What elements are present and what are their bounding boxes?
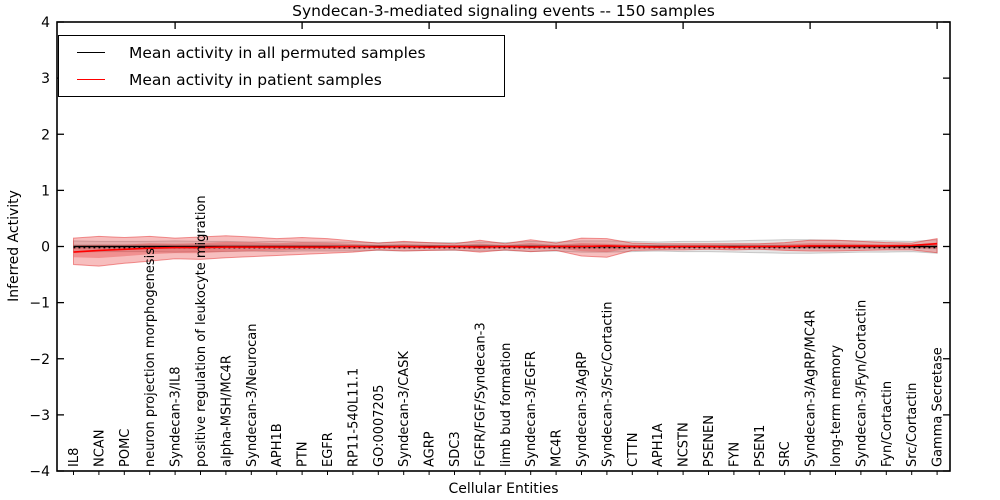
legend-item-permuted: Mean activity in all permuted samples [59,40,504,66]
y-tick-label: −1 [29,296,50,312]
category-label: POMC [118,429,133,467]
category-label: NCAN [92,430,107,467]
category-label: APH1B [270,423,285,467]
category-label: CTTN [626,433,641,467]
category-label: FGFR/FGF/Syndecan-3 [473,322,488,467]
category-label: Syndecan-3/AgRP [575,352,590,467]
category-label: Fyn/Cortactin [880,381,895,467]
y-tick-label: 1 [41,183,50,199]
y-tick-label: −2 [29,352,50,368]
category-label: neuron projection morphogenesis [143,248,158,467]
legend-item-patient: Mean activity in patient samples [59,67,504,93]
category-label: SDC3 [448,431,463,467]
y-tick-label: −3 [29,408,50,424]
category-label: MC4R [550,429,565,467]
y-tick-label: 3 [41,71,50,87]
y-tick-label: 2 [41,127,50,143]
legend-label-patient: Mean activity in patient samples [129,70,382,89]
category-label: PTN [296,441,311,467]
category-label: PSENEN [702,415,717,467]
category-label: Src/Cortactin [905,383,920,467]
category-label: Syndecan-3/Neurocan [245,324,260,467]
y-tick-label: −4 [29,464,50,480]
patient-sample-activity-spread-outer-band [73,235,938,267]
series-line-1 [73,242,938,253]
legend: Mean activity in all permuted samples Me… [58,35,505,97]
legend-label-permuted: Mean activity in all permuted samples [129,43,426,62]
category-label: limb bud formation [499,343,514,467]
category-label: positive regulation of leukocyte migrati… [194,195,209,467]
chart-title: Syndecan-3-mediated signaling events -- … [292,2,715,20]
category-label: PSEN1 [753,425,768,467]
category-label: AGRP [423,431,438,467]
category-label: FYN [727,442,742,467]
y-tick-label: 0 [41,240,50,256]
y-axis-label: Inferred Activity [6,190,22,302]
legend-line-swatch-red [77,79,105,80]
category-label: alpha-MSH/MC4R [219,355,234,467]
category-label: NCSTN [677,422,692,467]
category-label: IL8 [67,448,82,467]
category-label: Syndecan-3/CASK [397,351,412,467]
legend-line-swatch-black [77,52,105,53]
category-label: Syndecan-3/IL8 [169,367,184,467]
category-label: APH1A [651,423,666,467]
x-axis-label: Cellular Entities [448,481,559,497]
category-label: SRC [778,441,793,467]
y-tick-label: 4 [41,15,50,31]
category-label: EGFR [321,432,336,467]
category-label: long-term memory [829,345,844,467]
category-label: Syndecan-3/EGFR [524,351,539,467]
category-label: RP11-540L11.1 [346,368,361,467]
category-label: Syndecan-3/AgRP/MC4R [804,310,819,467]
category-label: Syndecan-3/Src/Cortactin [600,301,615,467]
category-label: Gamma Secretase [931,347,946,467]
category-label: GO:0007205 [372,385,387,467]
category-label: Syndecan-3/Fyn/Cortactin [854,300,869,467]
